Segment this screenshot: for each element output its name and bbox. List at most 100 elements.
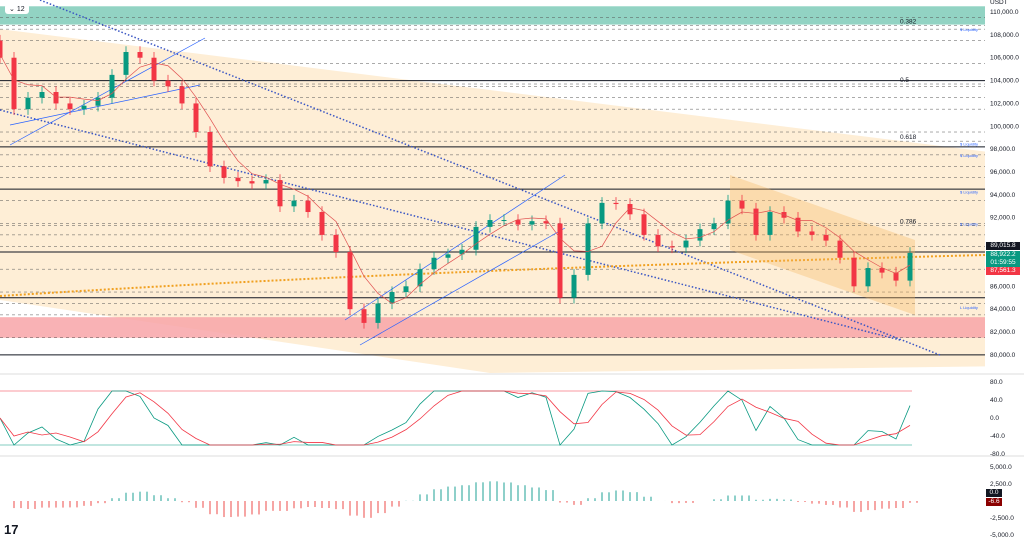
- price-tick: 108,000.0: [990, 32, 1019, 39]
- candle: [11, 57, 17, 110]
- fib-label: 0.5: [900, 77, 909, 84]
- price-tag: 88,922.2: [986, 251, 1020, 259]
- candle: [445, 254, 451, 258]
- candle: [543, 221, 549, 224]
- price-tick: 80,000.0: [990, 352, 1016, 359]
- candle: [683, 240, 689, 248]
- candle: [557, 223, 563, 298]
- oscillator-tick: 40.0: [990, 397, 1003, 404]
- rising-channel-line: [9, 37, 206, 146]
- oscillator-line: [0, 390, 911, 446]
- moving-average-200: [0, 254, 986, 297]
- candle: [0, 40, 3, 58]
- candle: [137, 52, 143, 58]
- liquidity-label: $ Liquidity: [960, 153, 978, 158]
- candle: [613, 202, 619, 205]
- oscillator-tick: 0.0: [990, 415, 999, 422]
- interval-badge[interactable]: ⌄ 12: [5, 4, 29, 14]
- histogram-tick: 2,500.0: [990, 481, 1012, 488]
- candle: [375, 303, 381, 323]
- candle: [95, 97, 101, 106]
- candle: [501, 220, 507, 222]
- candle: [305, 200, 311, 213]
- candle: [193, 103, 199, 133]
- histogram-tag: 0.0: [986, 489, 1002, 497]
- candle: [529, 221, 535, 225]
- liquidity-label: $ Liquidity: [960, 27, 978, 32]
- oscillator-tick: -40.0: [990, 433, 1005, 440]
- currency-label[interactable]: USDT: [990, 0, 1008, 6]
- candle: [109, 74, 115, 98]
- liquidity-label: $ Liquidity: [960, 141, 978, 146]
- price-tick: 98,000.0: [990, 146, 1016, 153]
- candle: [333, 234, 339, 253]
- candle: [431, 257, 437, 270]
- candle: [893, 272, 899, 281]
- candle: [81, 105, 87, 110]
- resistance-zone: [0, 6, 985, 25]
- oscillator-tick: -80.0: [990, 451, 1005, 458]
- histogram-tick: 5,000.0: [990, 464, 1012, 471]
- candle: [459, 249, 465, 255]
- candle: [151, 57, 157, 81]
- liquidity-label: L Liquidity: [960, 305, 978, 310]
- price-tick: 110,000.0: [990, 9, 1019, 16]
- candle: [123, 52, 129, 75]
- candle: [249, 181, 255, 184]
- candle: [389, 292, 395, 304]
- histogram-tag: -6.6: [986, 498, 1002, 506]
- candle: [627, 204, 633, 215]
- candle: [347, 252, 353, 310]
- price-tick: 84,000.0: [990, 306, 1016, 313]
- price-tick: 82,000.0: [990, 329, 1016, 336]
- tradingview-logo[interactable]: 17: [4, 522, 19, 537]
- liquidity-label: $ Liquidity: [960, 221, 978, 226]
- candle: [319, 212, 325, 235]
- candle: [585, 223, 591, 275]
- candle: [809, 231, 815, 235]
- price-tick: 94,000.0: [990, 192, 1016, 199]
- price-tick: 100,000.0: [990, 123, 1019, 130]
- price-tag: 01:59:55: [986, 259, 1020, 267]
- price-tick: 96,000.0: [990, 169, 1016, 176]
- candle: [277, 180, 283, 207]
- price-tick: 86,000.0: [990, 283, 1016, 290]
- candle: [165, 80, 171, 87]
- price-tick: 104,000.0: [990, 78, 1019, 85]
- candle: [865, 268, 871, 287]
- moving-average-short: [0, 54, 911, 304]
- candle: [823, 234, 829, 241]
- candle: [67, 103, 73, 110]
- candle: [837, 240, 843, 258]
- candle: [655, 234, 661, 247]
- candle: [25, 97, 31, 110]
- price-tick: 106,000.0: [990, 55, 1019, 62]
- liquidity-label: $ Liquidity: [960, 189, 978, 194]
- support-zone: [0, 317, 985, 338]
- candle: [753, 208, 759, 235]
- price-tag: 89,015.8: [986, 242, 1020, 250]
- candle: [473, 226, 479, 250]
- candle: [711, 223, 717, 230]
- candle: [235, 177, 241, 182]
- candle: [879, 268, 885, 273]
- fib-label: 0.382: [900, 19, 917, 26]
- candle: [725, 200, 731, 224]
- oscillator-signal: [0, 390, 911, 446]
- descending-channel: [0, 29, 985, 374]
- trendline-lower: [0, 109, 901, 341]
- candle: [697, 229, 703, 241]
- candle: [515, 220, 521, 225]
- histogram-tick: -2,500.0: [990, 515, 1014, 522]
- candle: [795, 217, 801, 232]
- candle: [487, 220, 493, 227]
- candle: [179, 86, 185, 104]
- candle: [221, 166, 227, 178]
- candle: [641, 214, 647, 235]
- candle: [263, 180, 269, 184]
- candle: [291, 200, 297, 207]
- price-tick: 92,000.0: [990, 215, 1016, 222]
- candle: [599, 202, 605, 224]
- candle: [571, 274, 577, 298]
